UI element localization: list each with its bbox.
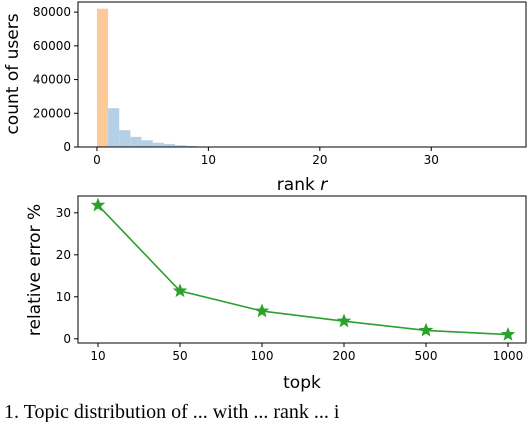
histogram-chart: 0 10 20 30 0 20000 40000 60000 80000 count of u… — [3, 1, 527, 195]
histogram-x-axis-label: rank r — [277, 175, 328, 195]
histogram-bar — [152, 142, 164, 147]
histogram-x-ticks: 0 10 20 30 — [93, 147, 439, 167]
figure-caption: 1. Topic distribution of ... with ... ra… — [4, 401, 340, 422]
histogram-x-axis-variable: r — [320, 175, 328, 195]
line-y-tick-label: 20 — [56, 248, 71, 262]
histogram-bar — [186, 145, 198, 147]
histogram-bar — [130, 136, 142, 147]
histogram-bar — [163, 143, 175, 147]
line-y-tick-label: 30 — [56, 206, 71, 220]
histogram-y-tick-label: 40000 — [33, 73, 71, 87]
line-series — [90, 197, 516, 341]
line-y-tick-label: 0 — [63, 332, 71, 346]
histogram-y-tick-label: 80000 — [33, 5, 71, 19]
line-point-star-marker — [172, 283, 188, 298]
histogram-x-tick-label: 20 — [312, 153, 327, 167]
line-y-ticks: 0 10 20 30 — [56, 206, 78, 346]
line-y-axis-label: relative error % — [25, 204, 45, 336]
histogram-bar — [174, 145, 187, 147]
line-point-star-marker — [418, 322, 434, 337]
histogram-x-tick-label: 10 — [201, 153, 216, 167]
line-point-star-marker — [254, 303, 270, 318]
histogram-plot-frame — [77, 1, 527, 148]
histogram-bar — [119, 130, 131, 147]
histogram-bar — [108, 108, 120, 147]
histogram-x-axis-label-text: rank — [277, 175, 315, 195]
line-x-tick-label: 200 — [333, 349, 356, 363]
line-x-tick-label: 10 — [90, 349, 105, 363]
line-x-axis-label: topk — [283, 373, 321, 393]
histogram-y-tick-label: 20000 — [33, 106, 71, 120]
line-point-star-marker — [336, 313, 352, 328]
line-y-tick-label: 10 — [56, 290, 71, 304]
histogram-bars — [96, 8, 220, 147]
histogram-y-axis-label: count of users — [3, 13, 23, 134]
histogram-bar-highlight — [96, 8, 109, 147]
error-line-chart: 0 10 20 30 10 50 100 200 500 1000 relative error… — [25, 195, 527, 393]
line-x-tick-label: 50 — [172, 349, 187, 363]
line-series-path — [97, 204, 509, 336]
line-point-star-marker — [90, 197, 106, 212]
histogram-bar — [141, 140, 153, 147]
histogram-y-ticks: 0 20000 40000 60000 80000 — [33, 5, 78, 154]
line-plot-frame — [77, 195, 527, 344]
histogram-y-tick-label: 0 — [63, 140, 71, 154]
histogram-y-tick-label: 60000 — [33, 39, 71, 53]
line-x-tick-label: 500 — [415, 349, 438, 363]
line-x-tick-label: 100 — [251, 349, 274, 363]
line-x-ticks: 10 50 100 200 500 1000 — [90, 343, 523, 363]
line-x-tick-label: 1000 — [493, 349, 524, 363]
line-point-star-marker — [500, 326, 516, 341]
histogram-x-tick-label: 30 — [424, 153, 439, 167]
histogram-x-tick-label: 0 — [93, 153, 101, 167]
